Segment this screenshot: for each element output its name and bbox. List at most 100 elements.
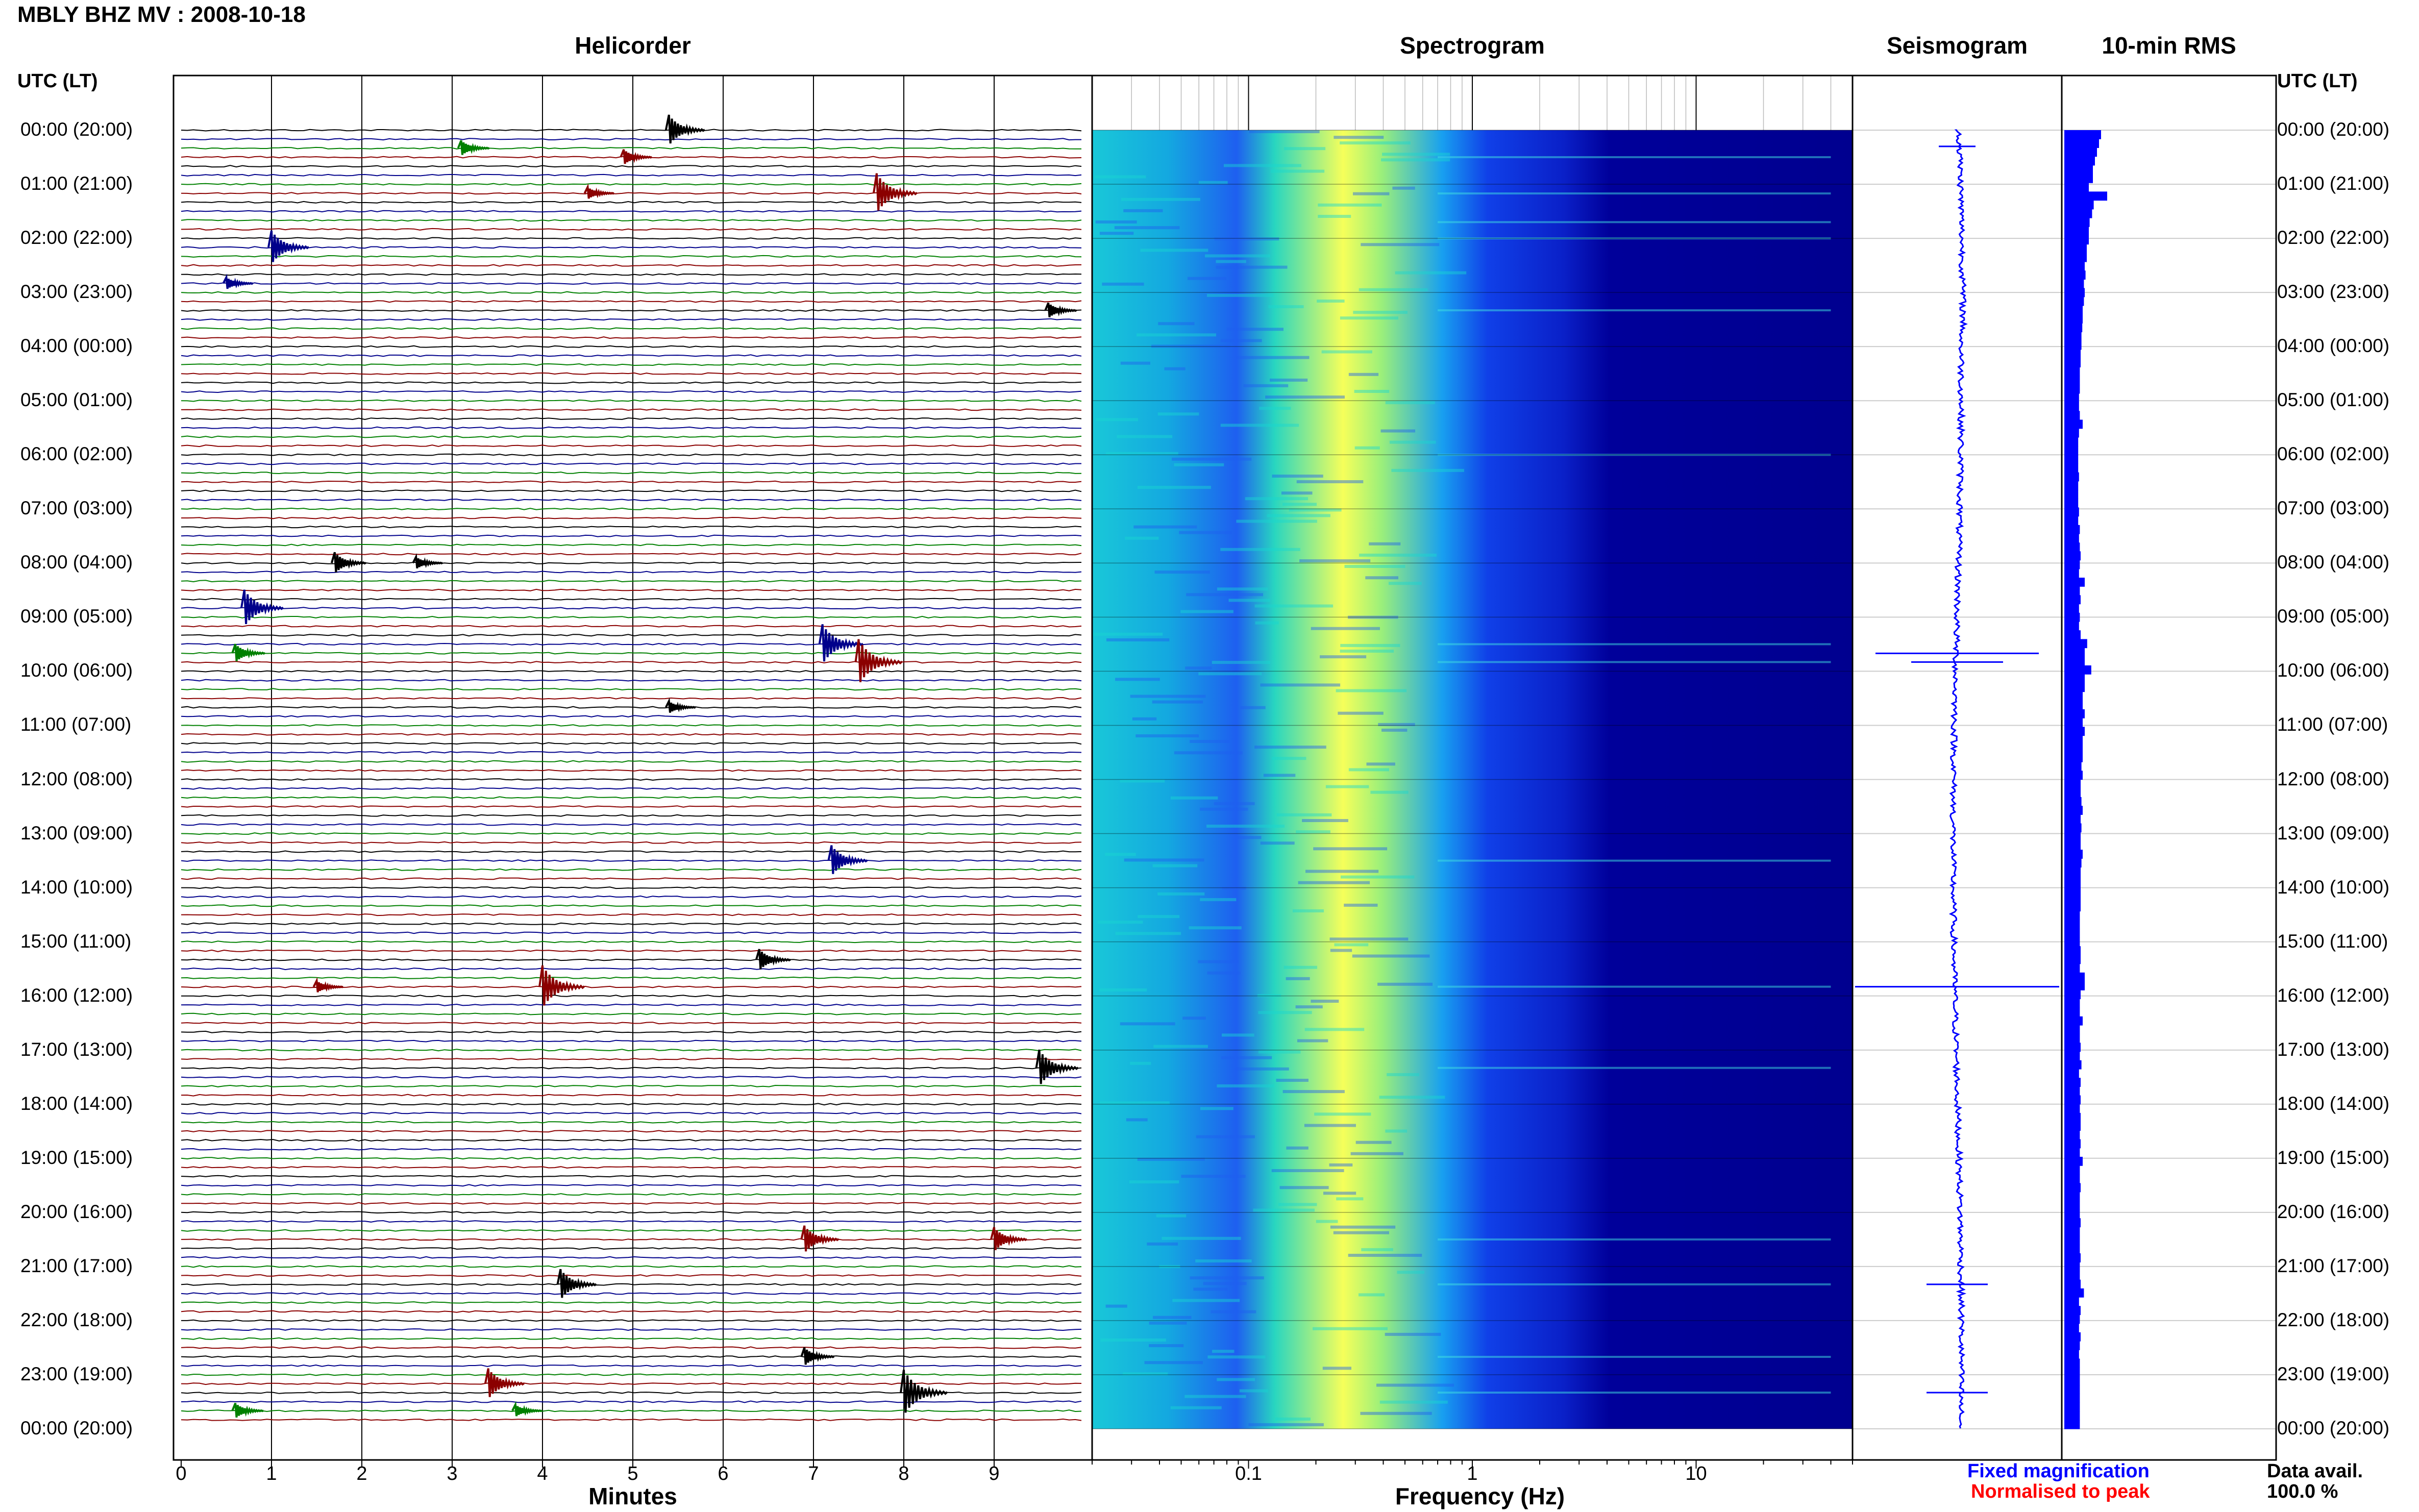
rms-bar <box>2064 446 2079 455</box>
spectrogram-texture <box>1350 1152 1403 1155</box>
spectrogram-texture <box>1122 1372 1168 1376</box>
rms-bar <box>2064 612 2080 622</box>
rms-bar <box>2064 296 2084 306</box>
spectrogram-texture <box>1391 468 1464 472</box>
spectrogram-texture <box>1240 706 1266 709</box>
seismic-event <box>620 149 653 164</box>
spectrogram-texture <box>1289 508 1342 512</box>
rms-bar <box>2064 1394 2080 1403</box>
rms-bar <box>2064 920 2080 929</box>
spectrogram-texture <box>1195 1259 1252 1262</box>
spectrogram-texture <box>1140 249 1208 252</box>
time-label-left: 15:00 (11:00) <box>20 930 132 952</box>
rms-bar <box>2064 1007 2080 1017</box>
spectrogram-event-band <box>1438 1283 1831 1285</box>
spectrogram-texture <box>1158 322 1195 326</box>
rms-bar <box>2064 604 2079 613</box>
spectrogram-texture <box>1212 661 1270 664</box>
spectrogram-texture <box>1381 158 1450 162</box>
helicorder-trace <box>181 733 1082 736</box>
helicorder-trace <box>181 1238 1082 1241</box>
x-axis-ticks: 0 1 2 3 4 5 6 7 8 9 0.1 1 10 <box>176 1460 1853 1484</box>
spectrogram-texture <box>1214 237 1279 241</box>
spectrogram-texture <box>1207 1355 1266 1359</box>
spectrogram-texture <box>1348 1254 1422 1257</box>
time-label-right: 14:00 (10:00) <box>2277 876 2390 898</box>
rms-bar <box>2064 139 2099 148</box>
rms-bar <box>2064 332 2082 341</box>
helicorder-trace <box>181 210 1082 213</box>
rms-bar <box>2064 499 2079 508</box>
rms-bar <box>2064 376 2080 385</box>
spectrogram-texture <box>1361 1248 1393 1251</box>
spectrogram-texture <box>1353 311 1408 314</box>
helicorder-trace <box>181 219 1082 222</box>
spectrogram-texture <box>1217 1084 1274 1087</box>
helicorder-trace <box>181 904 1082 907</box>
helicorder-trace <box>181 697 1082 700</box>
time-label-left: 16:00 (12:00) <box>20 984 133 1006</box>
helicorder-trace <box>181 751 1082 754</box>
minute-tick-label: 8 <box>898 1463 909 1484</box>
helicorder-trace <box>181 1382 1082 1385</box>
seismic-event <box>827 845 868 874</box>
spectrogram-texture <box>1323 1192 1356 1195</box>
spectrogram-texture <box>1172 1299 1240 1302</box>
spectrogram-texture <box>1120 1022 1175 1026</box>
spectrogram-texture <box>1105 1304 1127 1308</box>
helicorder-trace <box>181 859 1082 862</box>
rms-bar <box>2064 1367 2080 1377</box>
rms-bar <box>2064 1253 2081 1262</box>
rms-bar <box>2064 850 2083 859</box>
spectrogram-texture <box>1248 1423 1324 1426</box>
spectrogram-texture <box>1325 785 1369 788</box>
utc-header-right: UTC (LT) <box>2277 70 2358 92</box>
spectrogram-texture <box>1149 1344 1184 1347</box>
utc-header-left: UTC (LT) <box>17 70 98 92</box>
helicorder-trace <box>181 1229 1082 1232</box>
helicorder-trace <box>181 183 1082 186</box>
helicorder-trace <box>181 1220 1082 1223</box>
rms-bar <box>2064 665 2091 675</box>
spectrogram-texture <box>1144 1361 1203 1365</box>
spectrogram-texture <box>1275 1417 1311 1421</box>
spectrogram-texture <box>1292 909 1324 912</box>
spectrogram-texture <box>1120 779 1165 783</box>
helicorder-trace <box>181 949 1082 952</box>
spectrogram-texture <box>1255 621 1279 625</box>
helicorder-trace <box>181 796 1082 799</box>
spectrogram-event-band <box>1438 661 1831 663</box>
time-label-right: 15:00 (11:00) <box>2277 930 2388 952</box>
spectrogram-texture <box>1270 378 1308 382</box>
helicorder-trace <box>181 472 1082 475</box>
spectrogram-texture <box>1170 1406 1222 1409</box>
helicorder-trace <box>181 1301 1082 1304</box>
time-label-left: 03:00 (23:00) <box>20 281 133 303</box>
helicorder-trace <box>181 1400 1082 1403</box>
helicorder-trace <box>181 1148 1082 1151</box>
helicorder-trace <box>181 1283 1082 1286</box>
spectrogram-texture <box>1126 1118 1148 1122</box>
helicorder-trace <box>181 264 1082 267</box>
spectrogram-texture <box>1258 1011 1312 1014</box>
seismic-event <box>457 140 490 155</box>
seismogram-plot <box>1853 129 2062 1429</box>
rms-bar <box>2064 1192 2080 1201</box>
helicorder-trace <box>181 1364 1082 1367</box>
rms-bar <box>2064 305 2083 315</box>
seismic-event <box>800 1347 835 1365</box>
spectrogram-texture <box>1220 548 1300 551</box>
rms-bar <box>2064 1025 2080 1034</box>
spectrogram-texture <box>1243 384 1289 387</box>
spectrogram-texture <box>1254 746 1326 749</box>
spectrogram-texture <box>1344 565 1405 568</box>
helicorder-trace <box>181 146 1081 150</box>
legend-fixed-magnification: Fixed magnification <box>1967 1460 2150 1482</box>
spectrogram-texture <box>1334 943 1369 947</box>
helicorder-trace <box>181 769 1082 772</box>
rms-bar <box>2064 235 2089 245</box>
rms-bar <box>2064 928 2080 938</box>
time-label-right: 00:00 (20:00) <box>2277 119 2390 140</box>
spectrogram-texture <box>1260 683 1341 687</box>
spectrogram-event-band <box>1438 1238 1831 1241</box>
